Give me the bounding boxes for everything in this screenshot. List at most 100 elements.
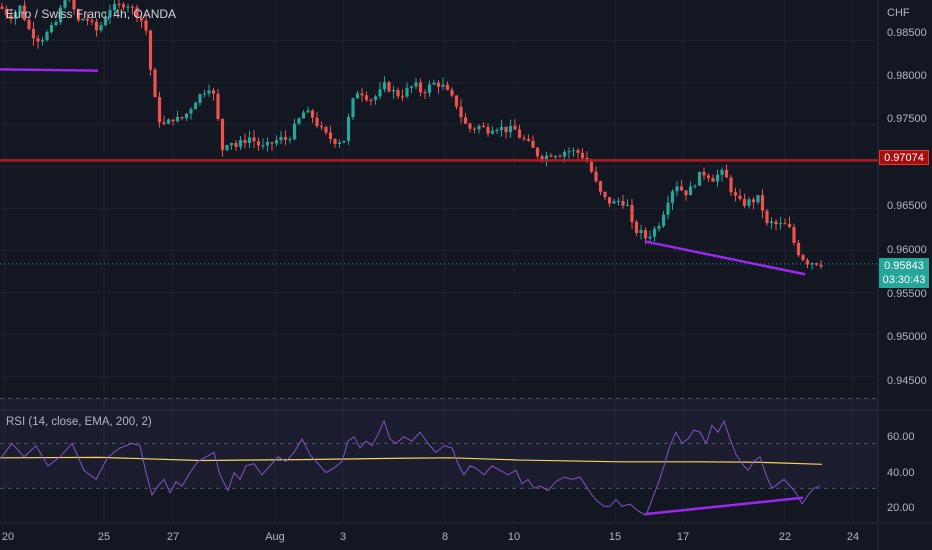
candle-body [625,205,630,207]
candle-body [283,137,288,140]
candle-body [342,140,346,143]
candle-body [391,90,396,92]
candle-body [450,89,454,96]
price-tick-label: 0.97500 [887,113,927,125]
candle-body [738,195,742,199]
candle-body [126,6,130,8]
candle-body [459,106,463,118]
candle-body [675,186,679,192]
candle-body [301,112,306,119]
candle-body [724,169,729,178]
price-tick-label: 0.94500 [887,375,927,387]
candle-body [477,125,481,130]
candle-body [526,138,531,141]
candle-body [643,230,648,239]
candle-body [90,20,94,22]
candle-body [324,127,328,133]
prior-low-line [0,68,99,72]
candle-body [202,93,207,95]
candle-body [765,210,769,224]
candle-body [553,156,558,158]
candle-body [135,7,139,18]
candle-body [171,119,175,122]
candle-body [117,3,121,5]
time-tick-label: Aug [265,531,285,543]
candle-body [9,15,13,20]
candle-body [445,84,450,90]
price-tick-label: 0.95500 [887,288,927,300]
candle-body [148,30,153,70]
candle-body [535,147,540,157]
candle-body [481,125,486,128]
candle-body [693,185,697,187]
candle-body [616,200,621,202]
candle-body [783,223,787,225]
candle-body [22,5,27,21]
candle-body [157,97,162,123]
time-tick-label: 22 [778,531,792,543]
candle-body [18,5,22,12]
candle-body [306,110,310,113]
candle-body [310,110,315,118]
candle-body [819,264,823,267]
price-divergence-line [644,240,806,276]
candle-body [319,126,324,128]
candle-body [733,192,738,196]
candle-body [666,202,670,215]
candle-body [409,86,414,88]
candle-body [382,82,387,90]
candle-body [729,177,733,193]
candle-body [639,230,643,233]
candle-body [252,137,256,142]
candle-body [522,137,526,139]
candle-body [603,191,607,198]
candle-body [279,137,283,141]
candle-body [657,226,661,229]
candle-body [432,82,436,85]
candle-body [144,20,148,31]
candle-body [85,18,90,21]
candle-body [648,236,652,239]
candle-body [207,90,211,94]
candle-body [697,171,702,186]
candle-body [351,98,355,117]
candle-body [364,95,369,100]
time-tick-label: 17 [676,531,690,543]
candle-body [423,92,427,94]
candle-body [454,95,459,107]
candle-body [742,198,747,206]
candle-body [54,22,58,26]
candle-body [544,155,549,160]
candle-body [720,169,724,175]
candle-body [4,8,9,16]
candle-body [688,186,693,196]
candle-body [274,140,279,144]
candle-body [103,17,108,26]
candle-body [346,116,351,141]
candle-body [31,28,36,39]
candle-body [45,32,49,41]
candle-body [499,126,504,131]
candle-body [72,0,76,10]
candle-body [396,90,400,97]
candle-body [634,221,639,233]
time-tick-label: 20 [1,531,15,543]
candle-body [328,132,333,140]
candle-body [805,260,810,265]
candle-body [468,123,472,129]
time-tick-label: 10 [507,531,521,543]
candle-body [121,4,126,8]
candle-body [13,11,18,20]
candle-body [193,102,198,110]
candle-body [760,195,765,211]
candle-body [238,140,243,147]
bar-countdown: 03:30:43 [882,274,926,286]
rsi-tick-label: 20.00 [887,502,915,514]
candle-body [792,227,796,243]
candle-body [706,175,711,179]
candle-body [130,6,135,8]
rsi-line [0,419,821,516]
candle-body [58,7,63,23]
candle-body [387,82,391,92]
